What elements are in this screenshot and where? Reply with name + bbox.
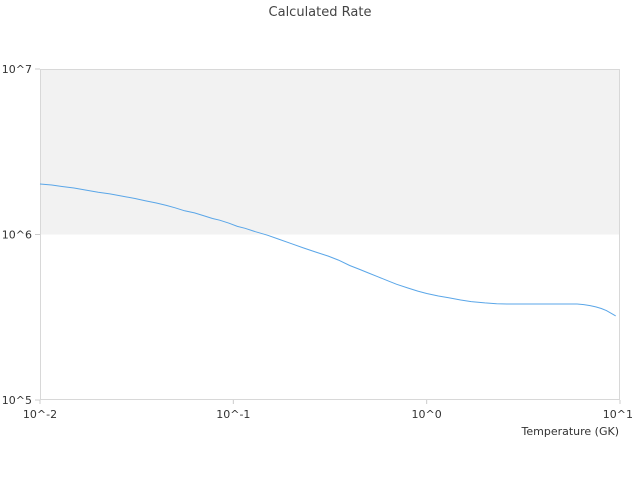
y-axis-ticks: 10^5 10^6 10^7 — [2, 63, 40, 407]
x-axis-title: Temperature (GK) — [521, 425, 620, 438]
x-tick-label: 10^0 — [412, 408, 442, 421]
series-line — [39, 183, 616, 317]
plot-area — [40, 69, 620, 400]
x-tick-label: 10^-1 — [216, 408, 250, 421]
y-tick-label: 10^5 — [2, 394, 32, 407]
x-tick-label: 10^1 — [603, 408, 633, 421]
shaded-band — [40, 69, 620, 235]
chart-title: Calculated Rate — [269, 5, 372, 20]
x-axis-ticks: 10^-2 10^-1 10^0 10^1 — [23, 400, 633, 421]
y-tick-label: 10^6 — [2, 229, 32, 242]
x-tick-label: 10^-2 — [23, 408, 57, 421]
y-tick-label: 10^7 — [2, 63, 32, 76]
